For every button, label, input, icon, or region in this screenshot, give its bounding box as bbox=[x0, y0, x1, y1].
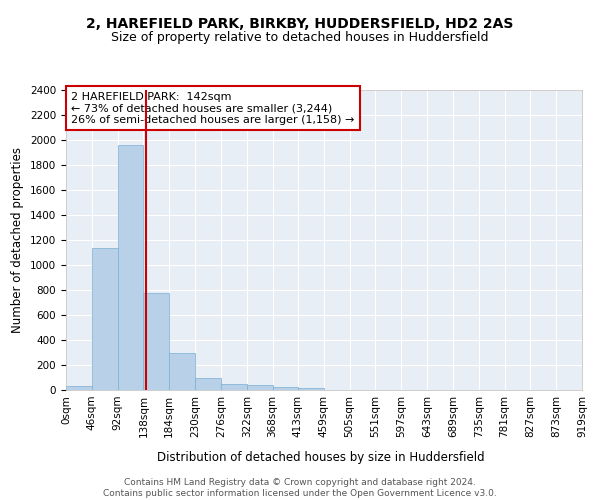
Bar bbox=[118, 145, 143, 390]
Bar bbox=[169, 352, 195, 390]
Bar bbox=[143, 293, 169, 390]
Bar bbox=[221, 384, 247, 390]
Bar bbox=[66, 386, 92, 390]
Text: Distribution of detached houses by size in Huddersfield: Distribution of detached houses by size … bbox=[157, 451, 485, 464]
Text: 2 HAREFIELD PARK:  142sqm
← 73% of detached houses are smaller (3,244)
26% of se: 2 HAREFIELD PARK: 142sqm ← 73% of detach… bbox=[71, 92, 355, 124]
Text: Contains HM Land Registry data © Crown copyright and database right 2024.
Contai: Contains HM Land Registry data © Crown c… bbox=[103, 478, 497, 498]
Bar bbox=[298, 388, 324, 390]
Bar bbox=[195, 378, 221, 390]
Y-axis label: Number of detached properties: Number of detached properties bbox=[11, 147, 25, 333]
Text: 2, HAREFIELD PARK, BIRKBY, HUDDERSFIELD, HD2 2AS: 2, HAREFIELD PARK, BIRKBY, HUDDERSFIELD,… bbox=[86, 18, 514, 32]
Bar bbox=[92, 248, 118, 390]
Bar bbox=[247, 386, 272, 390]
Text: Size of property relative to detached houses in Huddersfield: Size of property relative to detached ho… bbox=[111, 31, 489, 44]
Bar bbox=[272, 387, 298, 390]
